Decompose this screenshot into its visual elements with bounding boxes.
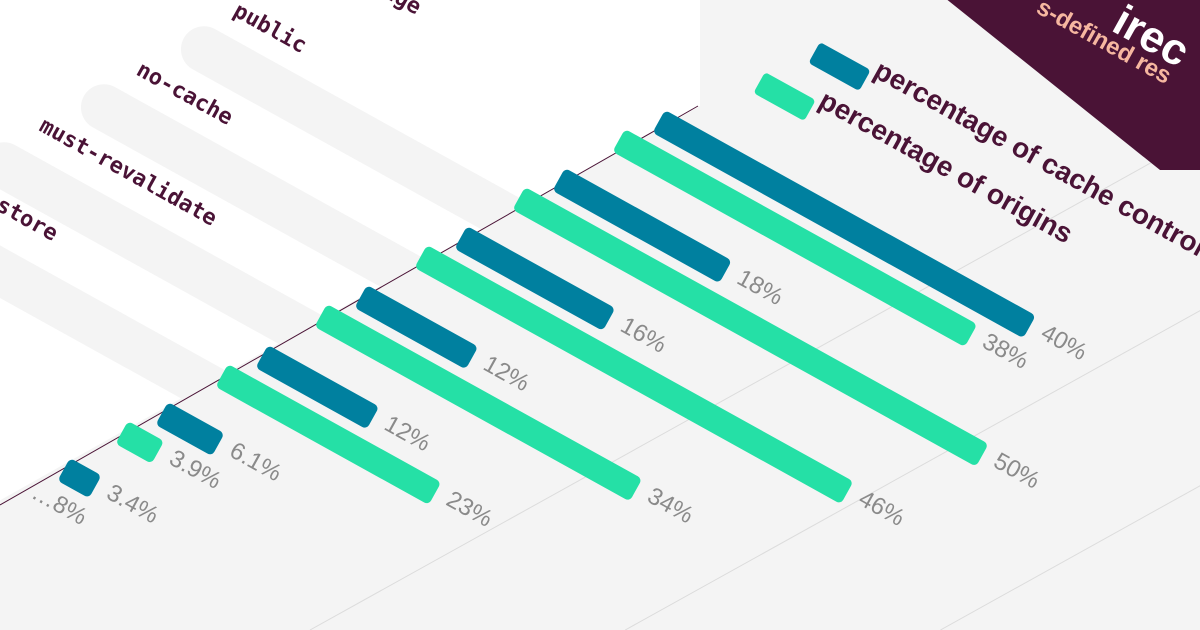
bar [416,246,852,503]
gridline [309,134,1200,630]
gridline [940,485,1200,630]
gridlines [309,134,1200,630]
bar [654,111,1035,337]
header-band-shape [947,0,1200,170]
bar [257,346,378,428]
legend-swatch [754,73,815,120]
bar [514,188,987,465]
legend-swatch [809,43,870,90]
category-pill [80,84,577,380]
bars [59,111,1035,504]
category-label-panel [0,0,700,506]
value-label: 18% [732,264,787,311]
bar [554,169,731,282]
bar [117,422,163,462]
bar [217,365,440,504]
bar [356,286,477,368]
bar [157,403,223,455]
category-pill [180,26,677,322]
bar [59,459,100,497]
value-label: 23% [442,486,497,533]
value-label: 3.4% [102,479,163,529]
category-pill [0,198,382,494]
axis-line [0,105,699,506]
bar [456,227,614,330]
value-label: 3.9% [165,445,226,495]
value-label: 50% [989,448,1044,495]
value-label: 40% [1036,319,1091,366]
bar [316,305,641,500]
value-label: 34% [643,482,698,529]
value-label: 46% [854,485,909,532]
category-pill [0,142,477,438]
header-band: irec s-defined res [947,0,1200,170]
gridline [624,310,1200,630]
bar [614,130,976,346]
